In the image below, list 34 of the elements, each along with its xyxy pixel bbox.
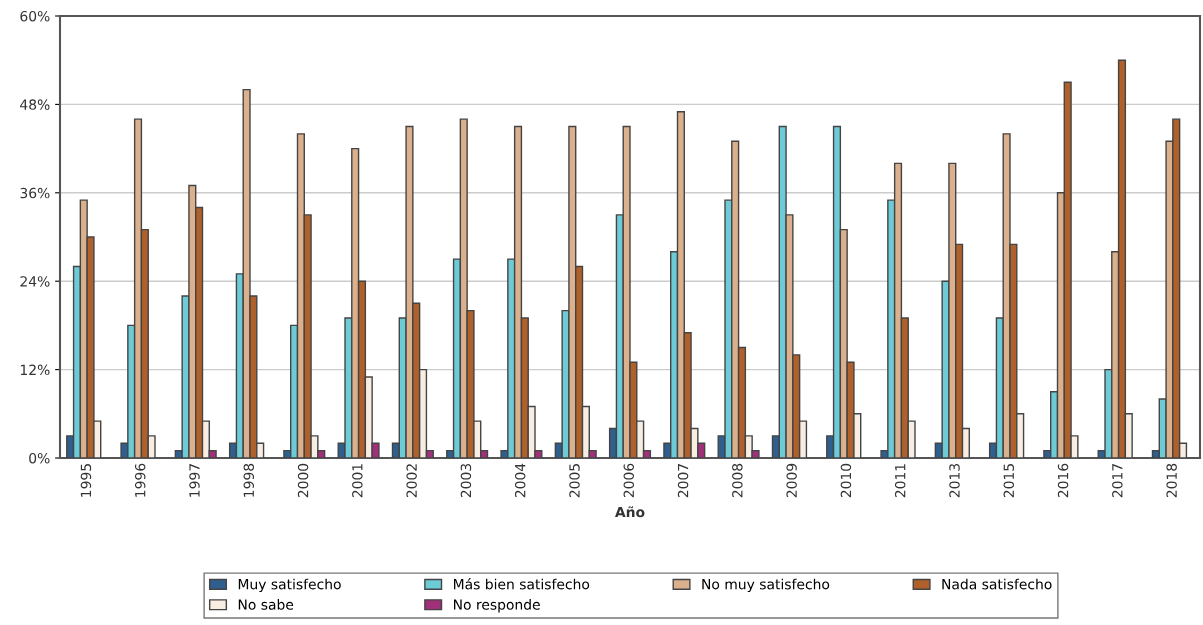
x-tick-label: 1998 [243,463,255,497]
x-axis-title: Año [614,506,645,518]
legend-label: No sabe [238,599,294,610]
x-tick-label: 2001 [352,464,363,498]
x-tick-label: 2009 [786,463,797,498]
x-tick-label: 2016 [1057,463,1069,498]
legend-label: Muy satisfecho [238,578,341,593]
y-tick-label: 0% [29,452,50,464]
y-tick-label: 24% [20,276,50,287]
legend-label: No responde [454,599,540,613]
x-tick-label: 2010 [840,463,852,498]
x-tick-label: 2002 [406,464,417,498]
y-tick-label: 60% [20,10,50,22]
x-tick-label: 1996 [134,463,146,497]
y-tick-label: 36% [20,187,50,199]
x-tick-label: 2005 [569,464,580,498]
y-tick-label: 12% [20,364,50,376]
x-tick-label: 2003 [460,463,472,498]
legend-label: No muy satisfecho [702,578,830,593]
legend-label: Nada satisfecho [942,578,1052,590]
y-tick-label: 48% [20,99,50,110]
x-tick-label: 1997 [189,464,200,497]
x-tick-label: 2004 [514,463,526,498]
x-tick-label: 2017 [1112,464,1123,498]
x-tick-label: 2007 [677,464,689,498]
x-tick-label: 2008 [732,463,743,498]
x-tick-label: 2015 [1003,464,1015,498]
x-tick-label: 2006 [623,463,635,498]
x-tick-label: 2011 [894,464,906,498]
legend-label: Más bien satisfecho [454,578,590,590]
x-tick-label: 2013 [949,463,960,498]
x-tick-label: 2018 [1166,463,1177,498]
x-tick-label: 2000 [297,463,309,498]
x-tick-label: 1995 [80,464,92,497]
